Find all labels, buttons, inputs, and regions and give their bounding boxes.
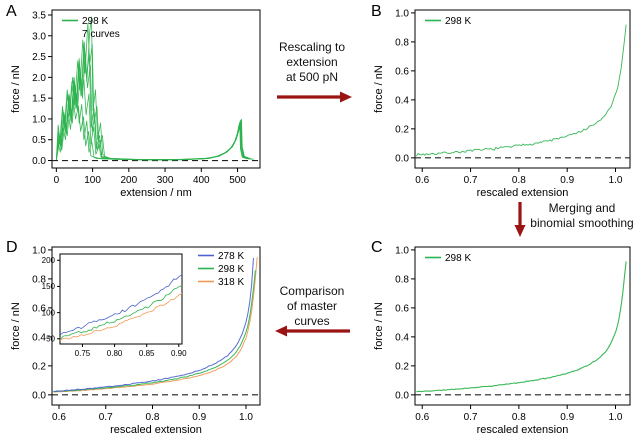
svg-text:force / nN: force / nN — [10, 65, 22, 113]
svg-text:force / nN: force / nN — [373, 65, 385, 113]
svg-text:2.5: 2.5 — [32, 52, 46, 63]
svg-text:1.0: 1.0 — [32, 245, 46, 256]
svg-text:200: 200 — [42, 256, 56, 265]
svg-text:1.0: 1.0 — [395, 8, 409, 19]
panel-label-d: D — [6, 239, 18, 256]
panel-b-chart: 0.6 0.7 0.8 0.9 1.0 0.0 0.2 0.4 0.6 0.8 1.0 rescale… — [373, 8, 631, 199]
panel-label-a: A — [6, 3, 17, 20]
svg-text:3.5: 3.5 — [32, 10, 46, 21]
svg-text:2.0: 2.0 — [32, 73, 46, 84]
svg-text:0.6: 0.6 — [395, 66, 409, 77]
svg-text:0.5: 0.5 — [32, 135, 46, 146]
svg-text:0.75: 0.75 — [75, 349, 91, 358]
svg-text:0.6: 0.6 — [32, 303, 46, 314]
svg-text:0.0: 0.0 — [32, 390, 46, 401]
svg-text:1.0: 1.0 — [395, 245, 409, 256]
svg-text:0.9: 0.9 — [560, 412, 574, 423]
svg-text:0.0: 0.0 — [32, 156, 46, 167]
svg-text:force / nN: force / nN — [373, 302, 385, 350]
svg-text:0.7: 0.7 — [464, 175, 478, 186]
svg-text:298 K: 298 K — [218, 264, 244, 275]
annotation-merge: Merging and binomial smoothing — [530, 201, 634, 230]
svg-text:278 K: 278 K — [218, 251, 244, 262]
svg-text:50: 50 — [46, 335, 55, 344]
svg-text:0.6: 0.6 — [52, 412, 66, 423]
svg-text:0.8: 0.8 — [512, 412, 526, 423]
svg-text:1.0: 1.0 — [609, 412, 623, 423]
svg-text:1.0: 1.0 — [609, 175, 623, 186]
svg-text:rescaled extension: rescaled extension — [477, 187, 569, 199]
svg-text:0.8: 0.8 — [32, 274, 46, 285]
svg-text:298 K: 298 K — [445, 16, 471, 27]
svg-text:100: 100 — [84, 175, 101, 186]
svg-text:0.2: 0.2 — [32, 361, 46, 372]
svg-text:0.2: 0.2 — [395, 361, 409, 372]
svg-text:298 K: 298 K — [445, 253, 471, 264]
svg-text:0.8: 0.8 — [395, 274, 409, 285]
svg-text:0.4: 0.4 — [32, 332, 46, 343]
svg-text:150: 150 — [42, 282, 56, 291]
svg-text:1.0: 1.0 — [32, 114, 46, 125]
svg-text:0.7: 0.7 — [99, 412, 113, 423]
svg-text:0.0: 0.0 — [395, 390, 409, 401]
panel-label-c: C — [371, 239, 383, 256]
svg-text:7 curves: 7 curves — [82, 29, 120, 40]
svg-text:400: 400 — [193, 175, 210, 186]
svg-text:500: 500 — [229, 175, 246, 186]
svg-text:0.6: 0.6 — [415, 412, 429, 423]
panel-label-b: B — [371, 3, 382, 20]
svg-text:0: 0 — [54, 175, 60, 186]
panel-a-chart: 0 100 200 300 400 500 0.0 0.5 1.0 1.5 2.0 2.5 3.0 3.5… — [10, 9, 261, 199]
svg-text:100: 100 — [42, 308, 56, 317]
svg-text:0.85: 0.85 — [139, 349, 155, 358]
svg-text:200: 200 — [120, 175, 137, 186]
svg-text:1.0: 1.0 — [239, 412, 253, 423]
svg-text:318 K: 318 K — [218, 277, 244, 288]
svg-text:1.5: 1.5 — [32, 94, 46, 105]
svg-text:0.0: 0.0 — [395, 153, 409, 164]
svg-text:0.6: 0.6 — [415, 175, 429, 186]
svg-text:298 K: 298 K — [82, 16, 108, 27]
svg-text:rescaled extension: rescaled extension — [110, 424, 202, 436]
svg-text:force / nN: force / nN — [10, 302, 22, 350]
panel-c-chart: 0.6 0.7 0.8 0.9 1.0 0.0 0.2 0.4 0.6 0.8 1.0 rescale… — [373, 245, 631, 436]
svg-text:extension / nm: extension / nm — [120, 187, 192, 199]
svg-text:0.8: 0.8 — [146, 412, 160, 423]
svg-text:rescaled extension: rescaled extension — [477, 424, 569, 436]
svg-text:0.6: 0.6 — [395, 303, 409, 314]
svg-text:0.9: 0.9 — [192, 412, 206, 423]
svg-text:0.90: 0.90 — [171, 349, 187, 358]
svg-text:0.9: 0.9 — [560, 175, 574, 186]
svg-text:0.2: 0.2 — [395, 124, 409, 135]
annotation-compare: Comparison of master curves — [279, 284, 345, 328]
svg-text:0.4: 0.4 — [395, 95, 409, 106]
svg-text:0.7: 0.7 — [464, 412, 478, 423]
svg-text:0.8: 0.8 — [395, 37, 409, 48]
annotation-rescale: Rescaling to extension at 500 pN — [278, 40, 346, 84]
svg-text:0.80: 0.80 — [107, 349, 123, 358]
svg-text:3.0: 3.0 — [32, 31, 46, 42]
svg-text:0.4: 0.4 — [395, 332, 409, 343]
svg-text:0.8: 0.8 — [512, 175, 526, 186]
svg-text:300: 300 — [157, 175, 174, 186]
panel-d-chart: 0.6 0.7 0.8 0.9 1.0 0.0 0.2 0.4 0.6 0.8 1.0 rescale… — [10, 245, 261, 436]
